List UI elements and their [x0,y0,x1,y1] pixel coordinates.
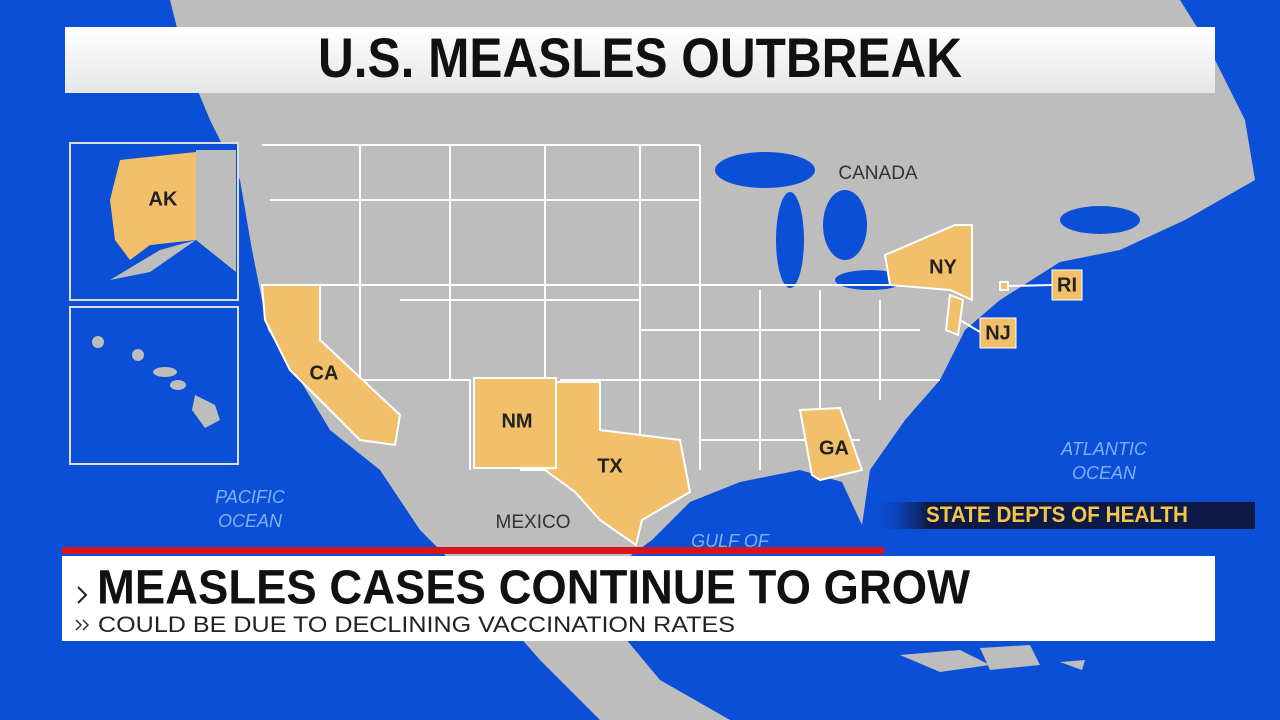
north-america [170,0,1255,720]
title-bar [65,27,1215,93]
ocean-label: PACIFIC [215,487,286,507]
label-box [1051,269,1083,301]
ocean-label: OCEAN [1072,463,1137,483]
accent-bar [62,547,884,554]
leader-line [959,319,981,333]
hawaii-inset [69,306,239,465]
state-label: NJ [985,322,1011,344]
chevron [75,619,90,631]
chevron [77,586,88,604]
ocean-label: OCEAN [218,511,283,531]
state-label: RI [1057,274,1077,296]
state-label: TX [597,455,623,477]
highlighted-states [260,224,1009,547]
ocean-label: GULF OF [691,531,770,551]
alaska-inset [69,142,239,301]
state-label: NM [501,410,532,432]
caribbean-islands [900,645,1085,672]
ocean-label: ATLANTIC [1060,439,1148,459]
state-label: GA [819,437,849,459]
state-label: AK [149,188,178,210]
headline: MEASLES CASES CONTINUE TO GROW [97,562,971,615]
title: U.S. MEASLES OUTBREAK [318,26,962,89]
source: STATE DEPTS OF HEALTH [926,502,1188,527]
label-box [979,317,1017,349]
source-bar [870,502,1255,529]
state-label: CA [310,362,339,384]
lower-third [62,556,1215,641]
country-label: MEXICO [496,512,571,533]
state-label: NY [929,256,957,278]
subheadline: COULD BE DUE TO DECLINING VACCINATION RA… [98,612,735,637]
country-label: CANADA [838,163,918,184]
leader-line [1007,284,1053,287]
